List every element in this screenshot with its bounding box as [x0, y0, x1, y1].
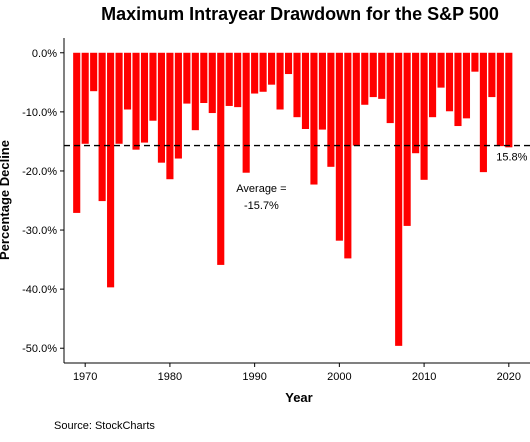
bar-1977 [140, 52, 149, 143]
bar-1969 [73, 52, 81, 213]
y-tick-label: -10.0% [22, 107, 57, 119]
bar-1972 [98, 52, 106, 202]
bar-1990 [251, 52, 259, 94]
y-tick-label: -30.0% [22, 225, 57, 237]
average-line-label: 15.8% [496, 151, 527, 163]
bar-1971 [90, 52, 98, 92]
source-note: Source: StockCharts [54, 420, 155, 432]
y-tick-label: 0.0% [32, 48, 57, 60]
bar-1982 [183, 52, 191, 104]
x-tick-label: 1990 [242, 371, 266, 383]
bar-1987 [225, 52, 233, 106]
bar-1985 [208, 52, 216, 114]
bar-1975 [123, 52, 132, 110]
bar-2013 [445, 52, 454, 112]
average-annotation: -15.7% [244, 200, 279, 212]
bar-1970 [81, 52, 89, 144]
bar-2011 [429, 52, 437, 118]
bar-2006 [386, 52, 394, 124]
x-tick-label: 2000 [327, 371, 351, 383]
bar-2020 [505, 52, 513, 148]
bar-2001 [344, 52, 352, 259]
average-layer: Average = -15.7% 15.8% [64, 144, 530, 212]
bar-2003 [361, 52, 369, 105]
bar-2012 [437, 52, 445, 88]
y-axis-title: Percentage Decline [0, 140, 12, 260]
bar-1986 [217, 52, 225, 265]
bar-2009 [412, 52, 420, 154]
bar-1983 [191, 52, 199, 131]
bar-1991 [259, 52, 267, 92]
bar-1976 [132, 52, 140, 150]
bars-layer [73, 52, 513, 346]
bar-2015 [462, 52, 471, 119]
bar-1997 [310, 52, 318, 185]
bar-1989 [242, 52, 250, 173]
bar-1998 [318, 52, 326, 130]
x-tick-label: 1970 [73, 371, 97, 383]
axes-layer: 0.0% -10.0% -20.0% -30.0% -40.0% -50.0% 1970 19… [22, 38, 530, 383]
bar-2007 [395, 52, 403, 346]
bar-1980 [166, 52, 174, 180]
bar-1988 [234, 52, 242, 108]
bar-2010 [420, 52, 428, 180]
bar-1996 [301, 52, 310, 129]
average-annotation: Average = [236, 183, 286, 195]
bar-2002 [352, 52, 360, 146]
bar-1973 [107, 52, 115, 288]
bar-1978 [149, 52, 157, 121]
x-tick-label: 2020 [497, 371, 521, 383]
x-tick-label: 1980 [158, 371, 182, 383]
chart-title: Maximum Intrayear Drawdown for the S&P 5… [101, 4, 499, 24]
bar-1992 [268, 52, 276, 85]
bar-1999 [327, 52, 335, 167]
y-tick-label: -20.0% [22, 166, 57, 178]
bar-1979 [157, 52, 165, 163]
bar-2004 [369, 52, 377, 98]
x-axis-title: Year [285, 390, 312, 405]
x-tick-label: 2010 [412, 371, 436, 383]
bar-1994 [284, 52, 293, 75]
bar-2014 [454, 52, 462, 127]
bar-2019 [496, 52, 504, 147]
y-tick-label: -40.0% [22, 284, 57, 296]
bar-2016 [471, 52, 479, 72]
bar-2000 [335, 52, 343, 241]
y-tick-label: -50.0% [22, 343, 57, 355]
bar-1981 [174, 52, 182, 159]
bar-2018 [488, 52, 496, 98]
bar-2005 [378, 52, 386, 99]
bar-1995 [293, 52, 301, 118]
bar-1993 [276, 52, 284, 110]
bar-1974 [115, 52, 123, 144]
bar-1984 [200, 52, 208, 103]
bar-2017 [479, 52, 487, 173]
bar-2008 [403, 52, 411, 226]
